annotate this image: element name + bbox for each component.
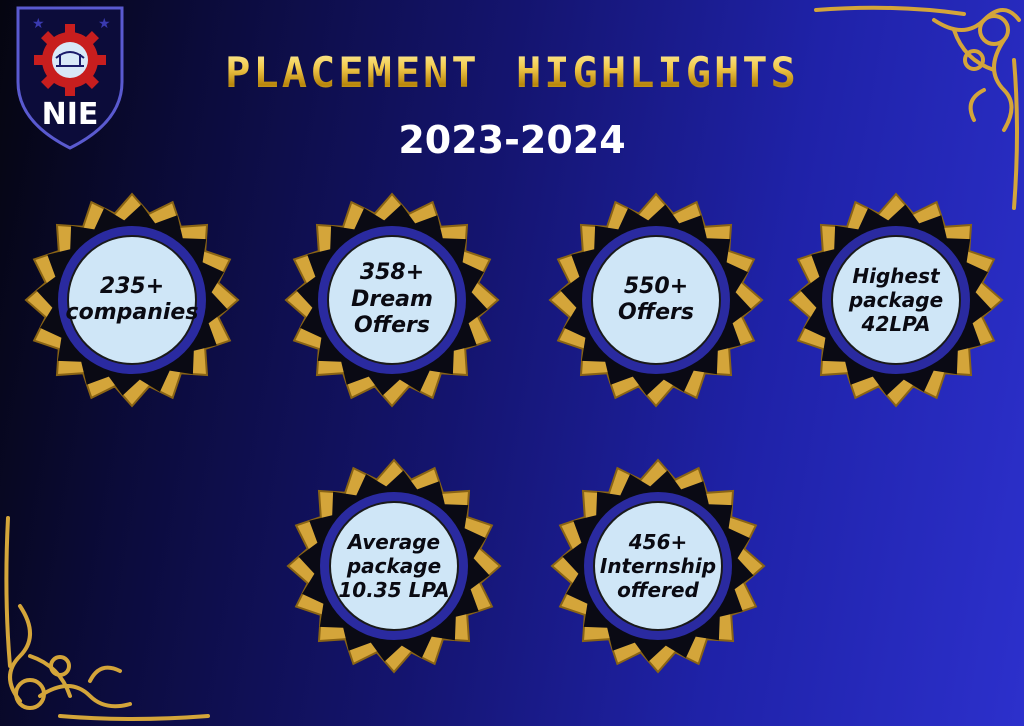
badge-frame (286, 458, 502, 674)
logo-text: NIE (42, 97, 99, 132)
nie-shield-gear-icon: ★ ★ NIE (16, 6, 124, 150)
svg-text:★: ★ (32, 16, 45, 32)
badge-text: 235+ companies (65, 273, 199, 325)
badge-text: 456+ Internship offered (599, 530, 717, 602)
badge-highest-package: Highest package 42LPA (786, 190, 1006, 410)
badge-offers: 550+ Offers (546, 190, 766, 410)
badge-average-package: Average package 10.35 LPA (284, 456, 504, 676)
badge-frame (788, 192, 1004, 408)
badge-dream-offers: 358+ Dream Offers (282, 190, 502, 410)
badge-frame (550, 458, 766, 674)
page-title: PLACEMENT HIGHLIGHTS (0, 48, 1024, 97)
corner-flourish-bottom-left (4, 516, 210, 721)
corner-flourish-top-right (814, 5, 1021, 210)
nie-logo: ★ ★ NIE (10, 2, 130, 152)
badge-frame (284, 192, 500, 408)
badge-text: 358+ Dream Offers (351, 260, 433, 339)
badge-text: 550+ Offers (618, 273, 694, 325)
badge-companies: 235+ companies (22, 190, 242, 410)
svg-text:★: ★ (98, 16, 111, 32)
badge-internships: 456+ Internship offered (548, 456, 768, 676)
badge-frame (24, 192, 240, 408)
badge-frame (548, 192, 764, 408)
badge-text: Average package 10.35 LPA (338, 530, 450, 602)
page-year: 2023-2024 (398, 118, 626, 162)
badge-text: Highest package 42LPA (848, 264, 944, 336)
